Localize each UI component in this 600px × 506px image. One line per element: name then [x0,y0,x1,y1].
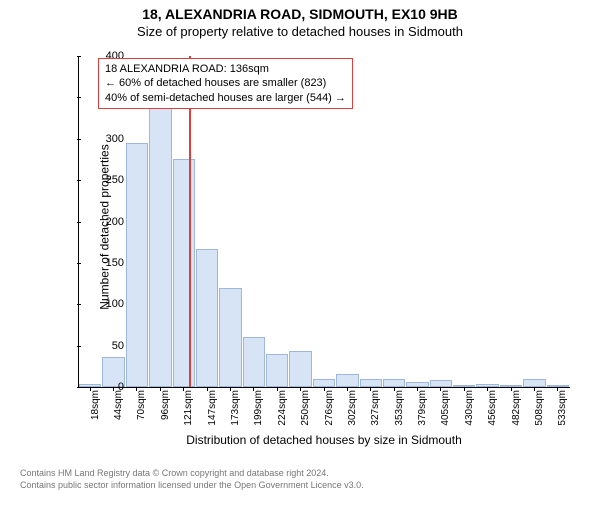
x-tick-label: 18sqm [90,390,101,440]
histogram-bar [266,354,288,387]
x-tick-mark [324,387,325,391]
annotation-line-1: 18 ALEXANDRIA ROAD: 136sqm [105,62,346,76]
y-tick-label: 150 [94,257,124,269]
annotation-line-3: 40% of semi-detached houses are larger (… [105,91,346,105]
x-tick-mark [113,387,114,391]
y-tick-mark [77,97,81,98]
histogram-bar [383,379,405,387]
y-tick-mark [77,346,81,347]
x-tick-label: 250sqm [300,390,311,440]
x-tick-mark [417,387,418,391]
footer-attribution: Contains HM Land Registry data © Crown c… [20,468,364,491]
x-tick-mark [253,387,254,391]
x-tick-label: 173sqm [230,390,241,440]
histogram-bar [430,380,452,387]
x-tick-mark [347,387,348,391]
histogram-bar [126,143,148,387]
annotation-line-2: ← 60% of detached houses are smaller (82… [105,76,346,90]
x-tick-mark [440,387,441,391]
x-tick-mark [394,387,395,391]
x-tick-mark [487,387,488,391]
chart-title-sub: Size of property relative to detached ho… [0,24,600,39]
x-tick-label: 121sqm [183,390,194,440]
y-tick-mark [77,222,81,223]
x-tick-mark [464,387,465,391]
y-tick-mark [77,180,81,181]
histogram-bar [219,288,241,387]
histogram-bar [173,159,195,387]
y-tick-label: 200 [94,216,124,228]
x-tick-label: 96sqm [160,390,171,440]
histogram-bar [523,379,545,387]
histogram-bar [196,249,218,387]
annotation-box: 18 ALEXANDRIA ROAD: 136sqm← 60% of detac… [98,58,353,109]
x-tick-mark [511,387,512,391]
x-tick-mark [300,387,301,391]
chart-title-main: 18, ALEXANDRIA ROAD, SIDMOUTH, EX10 9HB [0,6,600,22]
footer-line-2: Contains public sector information licen… [20,480,364,492]
histogram-bar [336,374,358,387]
y-tick-label: 250 [94,174,124,186]
x-tick-mark [207,387,208,391]
x-tick-mark [90,387,91,391]
x-tick-label: 482sqm [511,390,522,440]
x-tick-label: 199sqm [253,390,264,440]
x-tick-label: 44sqm [113,390,124,440]
x-tick-mark [277,387,278,391]
histogram-bar [289,351,311,387]
x-tick-mark [136,387,137,391]
histogram-bar [149,103,171,387]
x-tick-label: 533sqm [557,390,568,440]
histogram-bar [243,337,265,387]
x-tick-mark [230,387,231,391]
y-tick-mark [77,56,81,57]
x-tick-label: 147sqm [207,390,218,440]
histogram-bar [313,379,335,387]
histogram-bar [360,379,382,387]
x-tick-label: 405sqm [440,390,451,440]
chart-container: Number of detached properties Distributi… [40,52,580,432]
x-tick-mark [370,387,371,391]
y-tick-mark [77,139,81,140]
y-tick-label: 300 [94,133,124,145]
x-tick-mark [160,387,161,391]
x-tick-label: 379sqm [417,390,428,440]
y-tick-mark [77,263,81,264]
x-tick-label: 276sqm [324,390,335,440]
x-tick-label: 302sqm [347,390,358,440]
x-tick-label: 327sqm [370,390,381,440]
y-tick-label: 50 [94,340,124,352]
x-tick-label: 430sqm [464,390,475,440]
x-tick-mark [534,387,535,391]
x-tick-mark [183,387,184,391]
x-tick-mark [557,387,558,391]
x-tick-label: 508sqm [534,390,545,440]
y-tick-mark [77,387,81,388]
x-tick-label: 353sqm [394,390,405,440]
footer-line-1: Contains HM Land Registry data © Crown c… [20,468,364,480]
x-tick-label: 456sqm [487,390,498,440]
y-tick-label: 100 [94,298,124,310]
y-tick-mark [77,304,81,305]
x-tick-label: 224sqm [277,390,288,440]
x-tick-label: 70sqm [136,390,147,440]
